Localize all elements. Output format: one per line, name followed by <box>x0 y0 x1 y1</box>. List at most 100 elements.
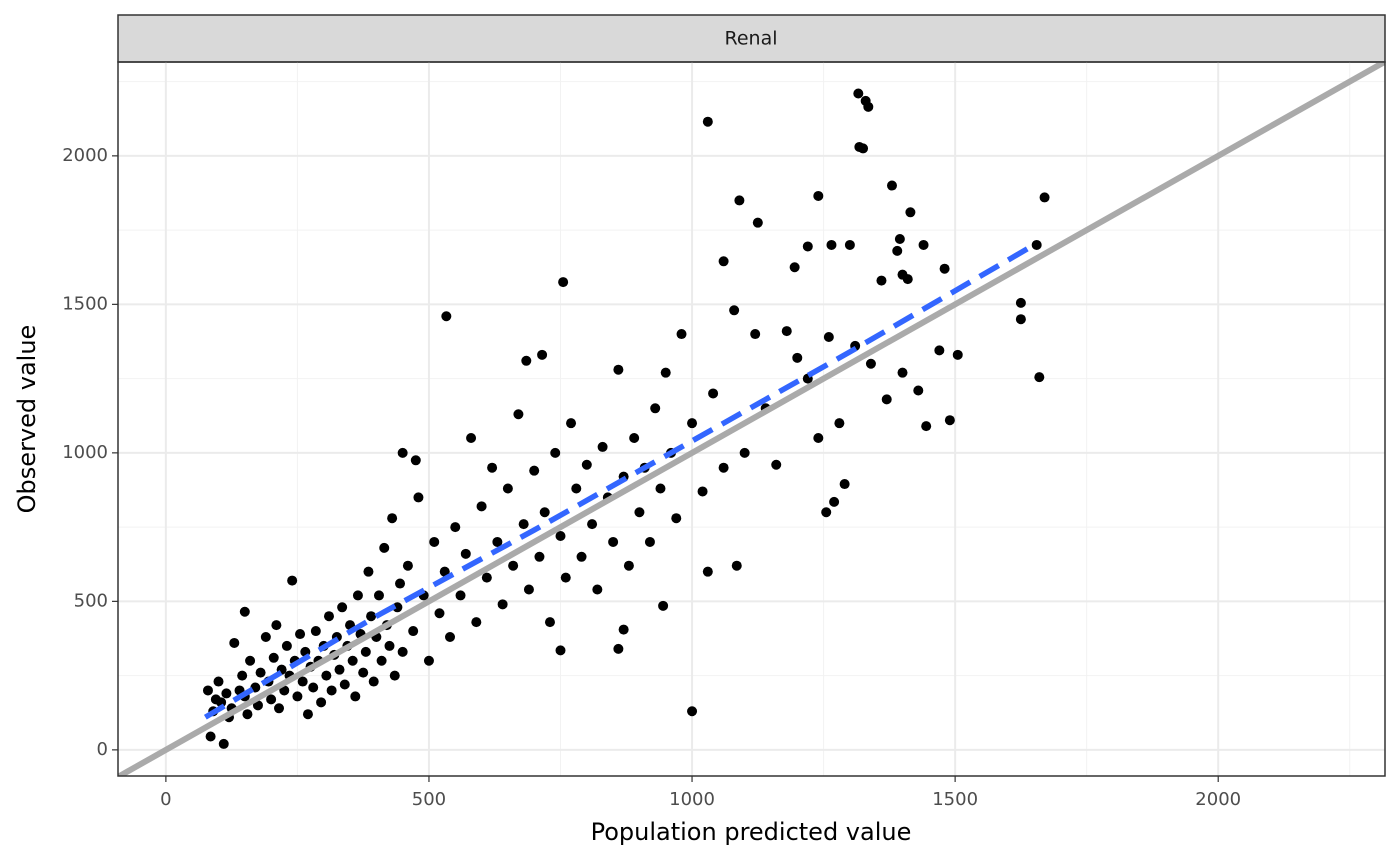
point <box>339 679 350 690</box>
point <box>618 624 629 635</box>
point <box>271 620 282 631</box>
point <box>413 492 424 503</box>
point <box>905 207 916 218</box>
point <box>255 667 266 678</box>
point <box>445 632 456 643</box>
panel-title: Renal <box>724 28 777 50</box>
point <box>434 608 445 619</box>
point <box>918 239 929 250</box>
point <box>839 479 850 490</box>
point <box>886 180 897 191</box>
point <box>508 560 519 571</box>
point <box>676 329 687 340</box>
point <box>376 655 387 666</box>
point <box>455 590 466 601</box>
point <box>202 685 213 696</box>
point <box>337 602 348 613</box>
point <box>644 536 655 547</box>
point <box>439 566 450 577</box>
point <box>402 560 413 571</box>
point <box>287 575 298 586</box>
point <box>952 349 963 360</box>
strip <box>117 14 1386 63</box>
point <box>944 415 955 426</box>
point <box>576 551 587 562</box>
point <box>279 685 290 696</box>
point <box>260 632 271 643</box>
panel-border <box>117 61 1386 777</box>
point <box>302 709 313 720</box>
point <box>781 326 792 337</box>
x-tick-label: 1500 <box>932 789 978 810</box>
point <box>252 700 263 711</box>
point <box>213 676 224 687</box>
point <box>321 670 332 681</box>
point <box>216 697 227 708</box>
point <box>729 305 740 316</box>
point <box>789 262 800 273</box>
point <box>347 655 358 666</box>
point <box>613 364 624 375</box>
point <box>326 685 337 696</box>
point <box>853 88 864 99</box>
point <box>555 645 566 656</box>
point <box>397 447 408 458</box>
point <box>363 566 374 577</box>
point <box>429 536 440 547</box>
point <box>826 239 837 250</box>
point <box>658 600 669 611</box>
point <box>802 241 813 252</box>
point <box>863 101 874 112</box>
x-tick-label: 0 <box>160 789 171 810</box>
point <box>389 670 400 681</box>
point <box>274 703 285 714</box>
point <box>1039 192 1050 203</box>
point <box>660 367 671 378</box>
point <box>518 519 529 530</box>
point <box>242 709 253 720</box>
point <box>397 646 408 657</box>
point <box>671 513 682 524</box>
point <box>450 522 461 533</box>
point <box>558 277 569 288</box>
point <box>466 433 477 444</box>
point <box>368 676 379 687</box>
point <box>537 349 548 360</box>
point <box>913 385 924 396</box>
point <box>823 332 834 343</box>
point <box>881 394 892 405</box>
point <box>523 584 534 595</box>
point <box>650 403 661 414</box>
point <box>529 465 540 476</box>
point <box>702 566 713 577</box>
point <box>218 738 229 749</box>
point <box>423 655 434 666</box>
point <box>592 584 603 595</box>
point <box>752 217 763 228</box>
point <box>487 462 498 473</box>
point <box>1034 372 1045 383</box>
point <box>560 572 571 583</box>
point <box>292 691 303 702</box>
point <box>352 590 363 601</box>
point <box>708 388 719 399</box>
point <box>571 483 582 494</box>
point <box>379 542 390 553</box>
point <box>858 143 869 154</box>
point <box>834 418 845 429</box>
point <box>460 548 471 559</box>
point <box>581 459 592 470</box>
point <box>323 611 334 622</box>
y-axis-label: Observed value <box>13 325 41 514</box>
point <box>894 234 905 245</box>
x-tick-label: 2000 <box>1195 789 1241 810</box>
point <box>731 560 742 571</box>
point <box>718 462 729 473</box>
y-tick-label: 1500 <box>62 293 108 314</box>
point <box>205 731 216 742</box>
point <box>384 640 395 651</box>
point <box>481 572 492 583</box>
point <box>587 519 598 530</box>
point <box>613 643 624 654</box>
